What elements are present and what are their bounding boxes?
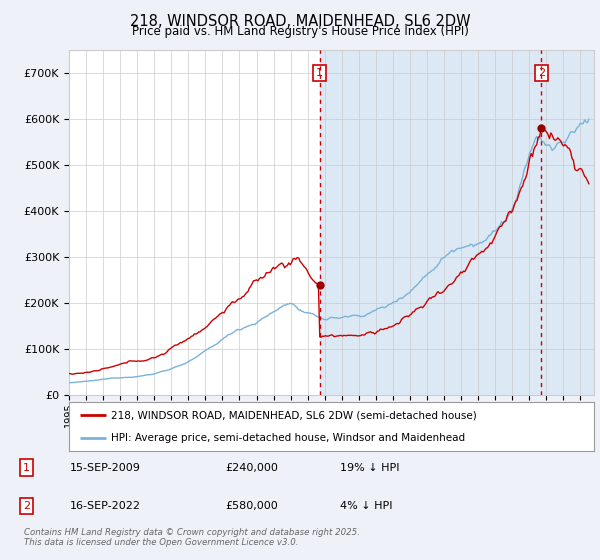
Text: Contains HM Land Registry data © Crown copyright and database right 2025.
This d: Contains HM Land Registry data © Crown c… [24,528,360,547]
Text: 1: 1 [23,463,30,473]
Text: 15-SEP-2009: 15-SEP-2009 [70,463,140,473]
Text: 218, WINDSOR ROAD, MAIDENHEAD, SL6 2DW: 218, WINDSOR ROAD, MAIDENHEAD, SL6 2DW [130,14,470,29]
Text: 2: 2 [538,68,545,78]
Text: 16-SEP-2022: 16-SEP-2022 [70,501,140,511]
Text: 218, WINDSOR ROAD, MAIDENHEAD, SL6 2DW (semi-detached house): 218, WINDSOR ROAD, MAIDENHEAD, SL6 2DW (… [111,410,477,421]
Text: 4% ↓ HPI: 4% ↓ HPI [340,501,393,511]
Bar [320,50,594,395]
Text: 19% ↓ HPI: 19% ↓ HPI [340,463,400,473]
Text: HPI: Average price, semi-detached house, Windsor and Maidenhead: HPI: Average price, semi-detached house,… [111,433,465,444]
Text: £240,000: £240,000 [225,463,278,473]
Text: 2: 2 [23,501,30,511]
Text: £580,000: £580,000 [225,501,278,511]
Text: 1: 1 [316,68,323,78]
Text: Price paid vs. HM Land Registry's House Price Index (HPI): Price paid vs. HM Land Registry's House … [131,25,469,38]
